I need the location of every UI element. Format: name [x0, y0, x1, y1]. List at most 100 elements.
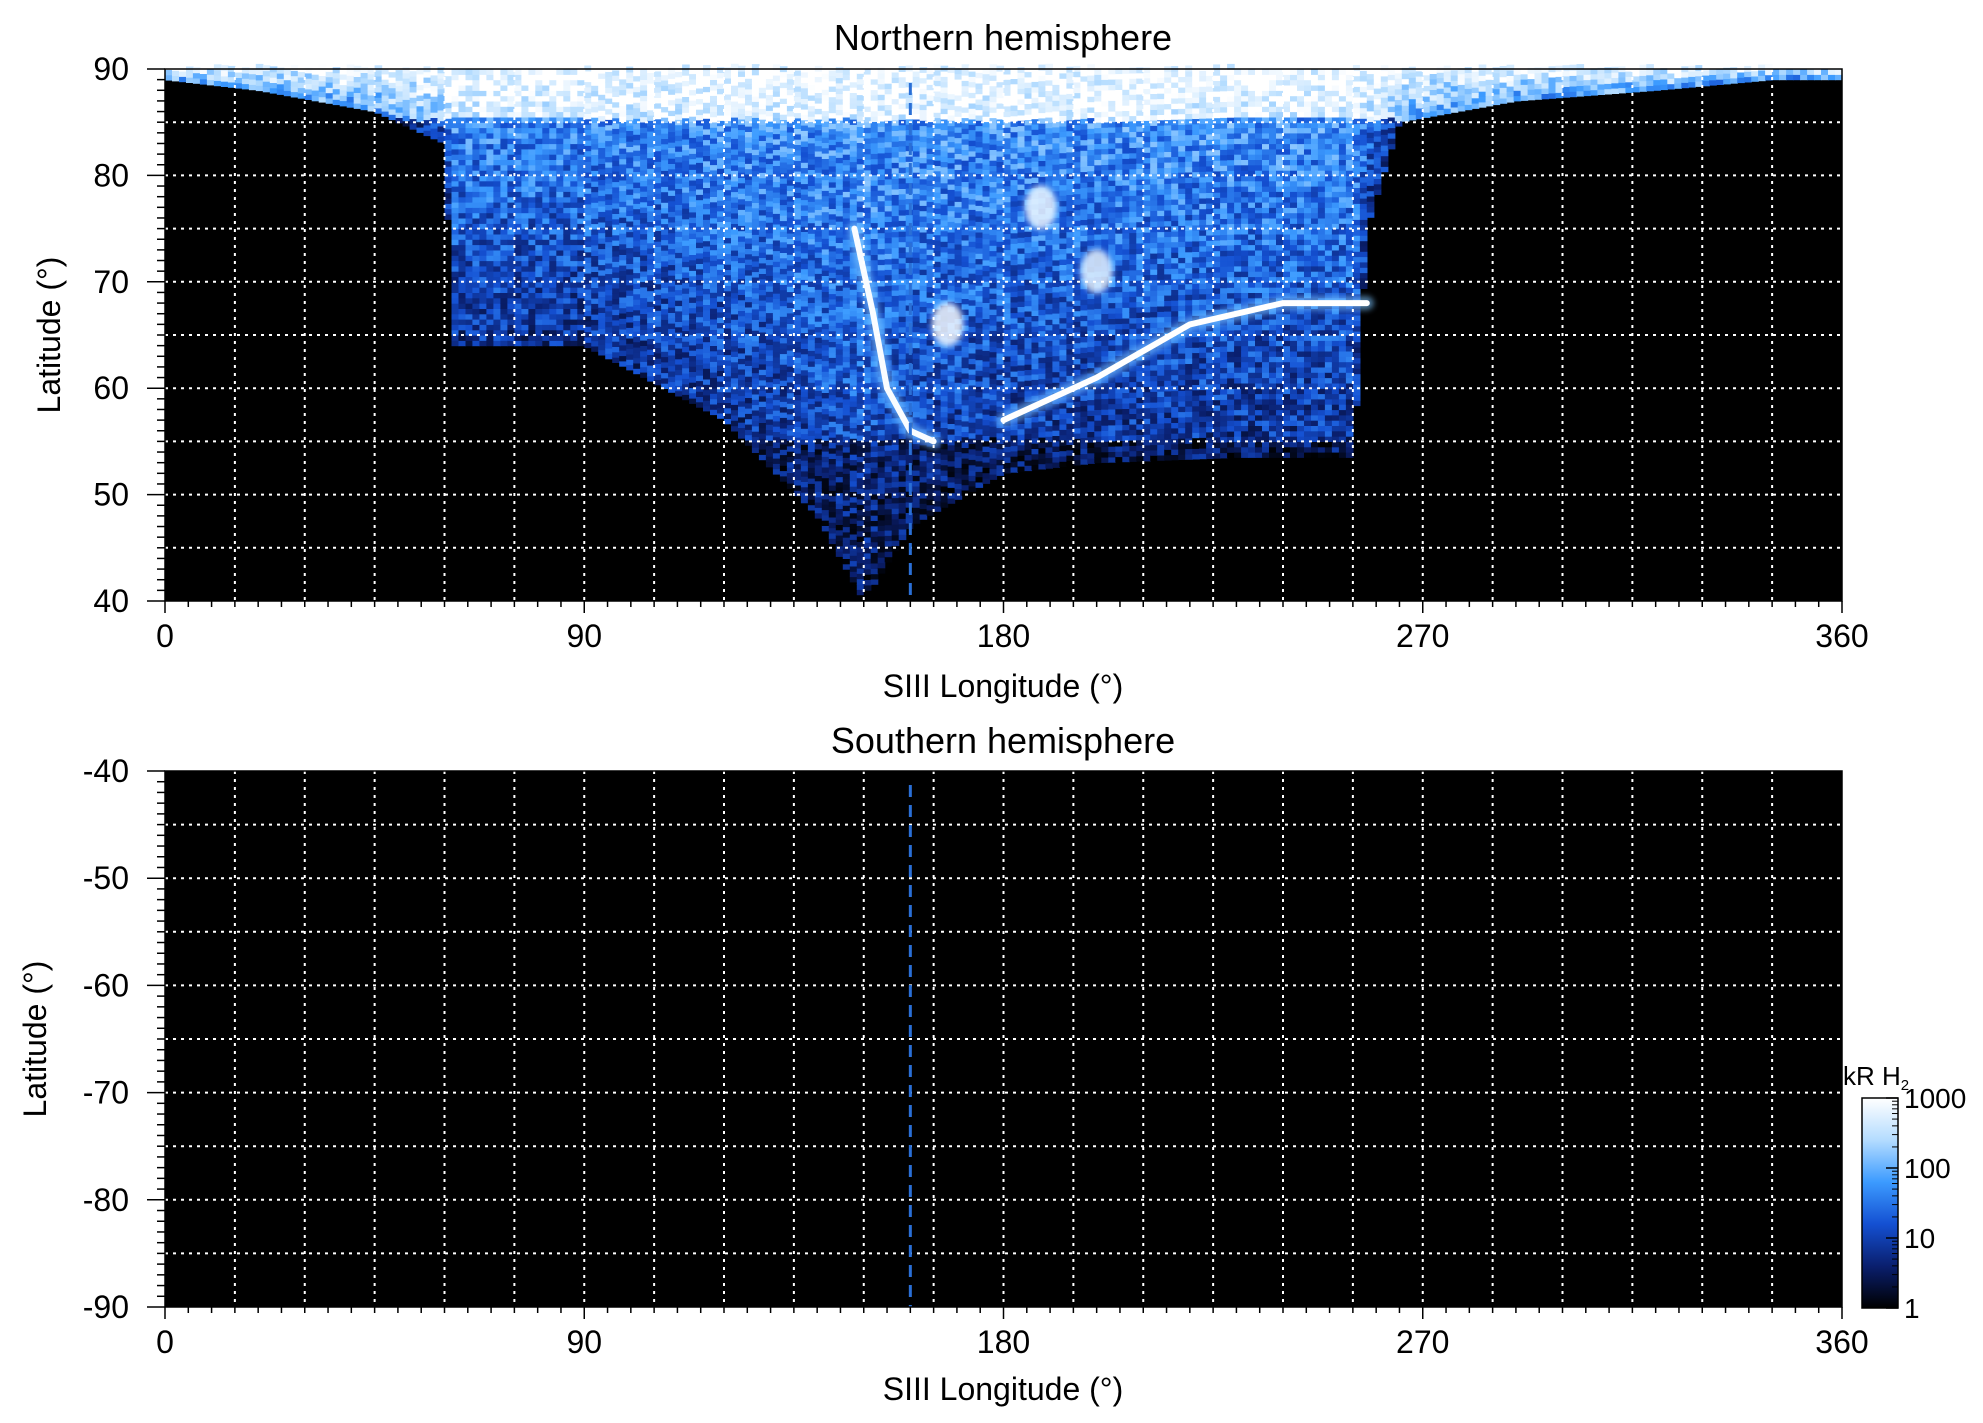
map-cell	[577, 218, 585, 224]
map-cell	[535, 100, 543, 107]
map-cell	[696, 109, 704, 116]
map-cell	[772, 341, 781, 347]
map-cell	[493, 313, 501, 320]
map-cell	[926, 148, 935, 154]
map-cell	[926, 238, 935, 245]
map-cell	[465, 85, 474, 91]
map-cell	[919, 285, 928, 291]
map-cell	[633, 171, 641, 178]
map-cell	[500, 228, 508, 235]
map-cell	[863, 68, 872, 75]
map-cell	[800, 422, 809, 429]
map-cell	[877, 307, 886, 313]
map-cell	[821, 153, 830, 159]
map-cell	[654, 358, 662, 364]
map-cell	[884, 508, 893, 515]
map-cell	[821, 318, 830, 324]
map-cell	[738, 406, 746, 413]
map-cell	[458, 249, 467, 256]
map-cell	[689, 366, 697, 372]
map-cell	[884, 301, 893, 308]
map-cell	[626, 98, 634, 105]
map-cell	[828, 474, 837, 481]
map-cell	[779, 82, 788, 89]
map-cell	[786, 318, 795, 324]
map-cell	[472, 69, 480, 75]
map-cell	[626, 337, 634, 344]
map-cell	[689, 392, 697, 399]
map-cell	[556, 335, 564, 341]
map-cell	[870, 430, 879, 436]
map-cell	[563, 207, 571, 214]
map-cell	[577, 95, 585, 102]
map-cell	[563, 191, 571, 198]
map-cell	[668, 94, 676, 101]
map-cell	[388, 103, 397, 110]
map-cell	[724, 280, 732, 286]
map-cell	[926, 222, 935, 229]
map-cell	[591, 181, 599, 187]
map-cell	[696, 151, 704, 158]
map-cell	[842, 233, 851, 240]
map-cell	[458, 106, 467, 113]
map-cell	[814, 358, 823, 365]
map-cell	[905, 294, 914, 301]
map-cell	[521, 106, 529, 113]
map-cell	[884, 269, 893, 276]
map-cell	[507, 159, 515, 166]
map-cell	[842, 446, 851, 453]
map-cell	[731, 420, 739, 427]
map-cell	[570, 212, 578, 219]
map-cell	[626, 263, 634, 270]
map-cell	[717, 184, 725, 191]
map-cell	[870, 531, 879, 537]
map-cell	[507, 249, 515, 256]
map-cell	[472, 180, 480, 187]
map-cell	[710, 143, 718, 150]
map-cell	[605, 82, 613, 88]
map-cell	[891, 476, 900, 483]
map-cell	[521, 143, 529, 150]
map-cell	[884, 184, 893, 191]
map-cell	[703, 171, 711, 178]
map-cell	[731, 207, 739, 214]
map-cell	[919, 301, 928, 307]
map-cell	[745, 152, 753, 159]
map-cell	[842, 132, 851, 139]
map-cell	[772, 383, 781, 390]
map-cell	[751, 170, 760, 177]
map-cell	[926, 488, 935, 495]
map-cell	[577, 100, 585, 107]
map-cell	[416, 84, 425, 91]
map-cell	[758, 135, 767, 141]
map-cell	[898, 497, 907, 503]
map-cell	[765, 456, 774, 463]
map-cell	[528, 170, 536, 176]
map-cell	[682, 272, 690, 278]
map-cell	[849, 103, 858, 109]
map-cell	[591, 186, 599, 193]
map-cell	[661, 308, 669, 315]
map-cell	[710, 324, 718, 330]
map-cell	[661, 234, 669, 241]
map-cell	[507, 138, 515, 145]
map-cell	[800, 300, 809, 307]
map-cell	[877, 424, 886, 430]
map-cell	[786, 264, 795, 271]
map-cell	[898, 449, 907, 455]
map-cell	[633, 182, 641, 188]
map-cell	[738, 113, 746, 120]
map-cell	[793, 208, 802, 215]
map-cell	[612, 357, 620, 363]
map-cell	[758, 76, 767, 83]
map-cell	[821, 254, 830, 260]
map-cell	[577, 271, 585, 278]
map-cell	[835, 529, 844, 536]
map-cell	[814, 390, 823, 397]
map-cell	[814, 236, 823, 242]
map-cell	[675, 71, 683, 78]
map-cell	[884, 471, 893, 478]
map-cell	[731, 303, 739, 310]
map-cell	[912, 278, 921, 285]
map-cell	[619, 169, 627, 176]
